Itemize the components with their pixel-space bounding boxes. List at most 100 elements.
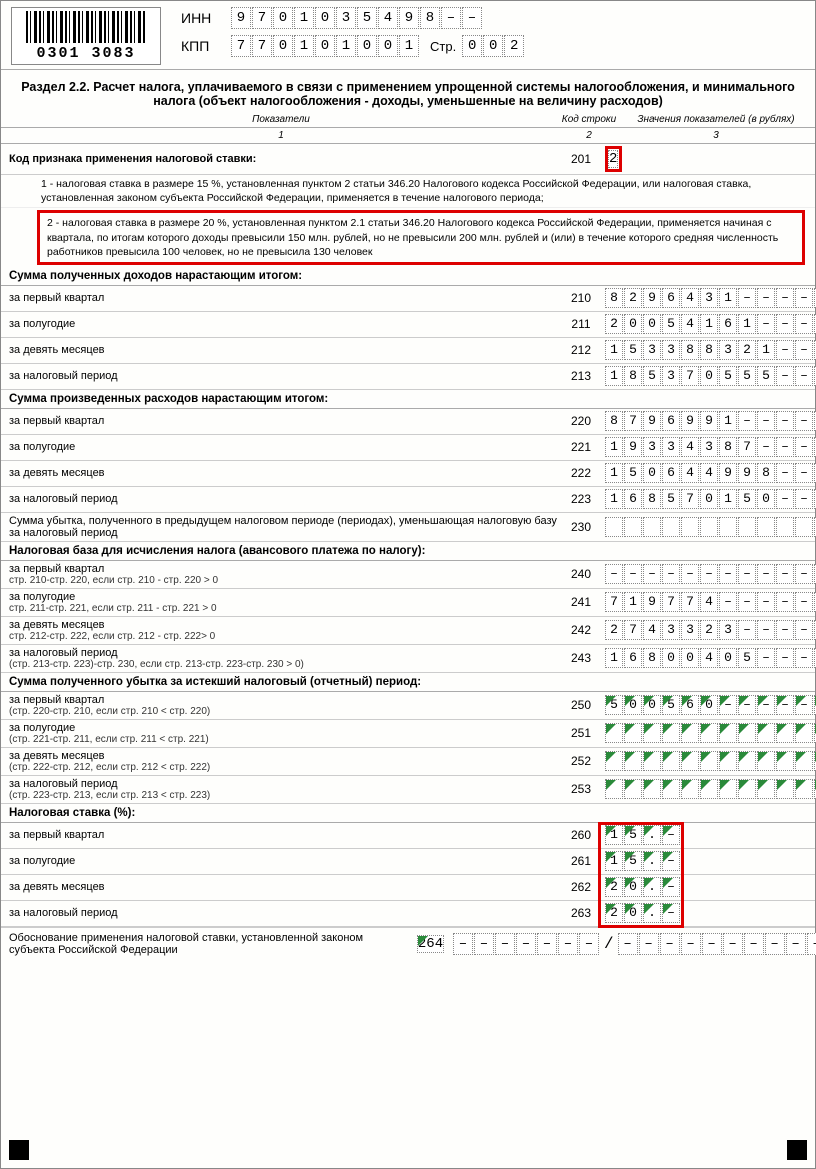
value-cell xyxy=(624,779,642,799)
section-title: Раздел 2.2. Расчет налога, уплачиваемого… xyxy=(1,70,815,112)
value-cell: – xyxy=(776,564,794,584)
value-cell: – xyxy=(776,463,794,483)
value-cell: – xyxy=(795,366,813,386)
value-cell: 1 xyxy=(700,314,718,334)
cells-221: 19334387–––– xyxy=(601,437,816,457)
value-cell: 1 xyxy=(719,411,737,431)
value-cell: 3 xyxy=(662,437,680,457)
value-cell: 3 xyxy=(662,366,680,386)
value-cell: 4 xyxy=(700,463,718,483)
value-cell xyxy=(776,779,794,799)
value-cell: 3 xyxy=(719,620,737,640)
value-cell: – xyxy=(795,489,813,509)
section-loss: Сумма полученного убытка за истекший нал… xyxy=(1,673,815,692)
value-cell: 0 xyxy=(462,35,482,57)
value-cell xyxy=(662,723,680,743)
value-cell: 0 xyxy=(273,7,293,29)
value-cell: 6 xyxy=(662,463,680,483)
value-cell: – xyxy=(795,314,813,334)
cells-230 xyxy=(601,517,816,537)
page-label: Стр. xyxy=(430,39,456,54)
value-cell: 9 xyxy=(700,411,718,431)
value-cell: – xyxy=(795,411,813,431)
value-cell: – xyxy=(537,933,557,955)
value-cell xyxy=(700,751,718,771)
value-cell: – xyxy=(618,933,638,955)
value-cell: 0 xyxy=(719,648,737,668)
value-cell: 4 xyxy=(681,314,699,334)
row-242: за девять месяцевстр. 212-стр. 222, если… xyxy=(1,617,815,645)
label-220: за первый квартал xyxy=(9,415,561,427)
code-210: 210 xyxy=(561,291,601,305)
value-cell: 1 xyxy=(294,7,314,29)
value-cell: 1 xyxy=(738,314,756,334)
label-222: за девять месяцев xyxy=(9,467,561,479)
value-cell xyxy=(643,751,661,771)
barcode-number: 0301 3083 xyxy=(36,45,135,62)
value-cell: 8 xyxy=(643,489,661,509)
value-cell xyxy=(700,723,718,743)
cells-252 xyxy=(601,751,816,771)
value-cell: – xyxy=(807,933,816,955)
value-cell xyxy=(719,723,737,743)
row-250: за первый квартал(стр. 220-стр. 210, есл… xyxy=(1,692,815,720)
value-cell: 0 xyxy=(624,877,642,897)
label-264: Обоснование применения налоговой ставки,… xyxy=(9,932,409,956)
label-241: за полугодиестр. 211-стр. 221, если стр.… xyxy=(9,591,561,614)
value-cell xyxy=(700,779,718,799)
value-cell: 1 xyxy=(719,288,737,308)
value-cell: 9 xyxy=(643,592,661,612)
value-cell: – xyxy=(776,411,794,431)
value-cell: 7 xyxy=(662,592,680,612)
value-cell: 7 xyxy=(738,437,756,457)
value-cell: 2 xyxy=(605,620,623,640)
label-210: за первый квартал xyxy=(9,292,561,304)
value-cell: 5 xyxy=(624,340,642,360)
value-cell: 2 xyxy=(605,877,623,897)
value-cell: 3 xyxy=(662,620,680,640)
code-240: 240 xyxy=(561,567,601,581)
kpp-label: КПП xyxy=(181,38,231,54)
value-cell xyxy=(738,751,756,771)
value-cell: 3 xyxy=(643,340,661,360)
value-cell: – xyxy=(795,592,813,612)
value-cell: 1 xyxy=(336,35,356,57)
value-cell: – xyxy=(662,825,680,845)
value-cell xyxy=(681,723,699,743)
label-262: за девять месяцев xyxy=(9,881,561,893)
value-cell: 0 xyxy=(315,7,335,29)
value-cell: 0 xyxy=(624,314,642,334)
note-1: 1 - налоговая ставка в размере 15 %, уст… xyxy=(1,175,815,208)
row-260: за первый квартал26015.– xyxy=(1,823,815,849)
value-cell: 0 xyxy=(757,489,775,509)
value-cell: – xyxy=(757,288,775,308)
code-211: 211 xyxy=(561,317,601,331)
code-223: 223 xyxy=(561,492,601,506)
value-cell xyxy=(719,517,737,537)
value-cell: 7 xyxy=(681,592,699,612)
value-cell: – xyxy=(719,564,737,584)
cells-223: 168570150––– xyxy=(601,489,816,509)
code-230: 230 xyxy=(561,520,601,534)
value-cell xyxy=(757,751,775,771)
value-cell: 9 xyxy=(719,463,737,483)
code-261: 261 xyxy=(561,854,601,868)
column-headers: Показатели Код строки Значения показател… xyxy=(1,112,815,128)
value-cell xyxy=(776,723,794,743)
value-cell: 4 xyxy=(700,648,718,668)
section-income: Сумма полученных доходов нарастающим ито… xyxy=(1,267,815,286)
value-cell: 1 xyxy=(605,648,623,668)
value-cell: – xyxy=(776,620,794,640)
value-cell: 3 xyxy=(662,340,680,360)
value-cell xyxy=(605,723,623,743)
section-expense: Сумма произведенных расходов нарастающим… xyxy=(1,390,815,409)
value-cell xyxy=(624,517,642,537)
value-cell: 5 xyxy=(624,825,642,845)
value-cell: 8 xyxy=(420,7,440,29)
value-cell: – xyxy=(681,933,701,955)
code-213: 213 xyxy=(561,369,601,383)
value-cell: – xyxy=(738,411,756,431)
row-210: за первый квартал2108296431––––– xyxy=(1,286,815,312)
value-cell: 4 xyxy=(378,7,398,29)
value-cell: – xyxy=(558,933,578,955)
